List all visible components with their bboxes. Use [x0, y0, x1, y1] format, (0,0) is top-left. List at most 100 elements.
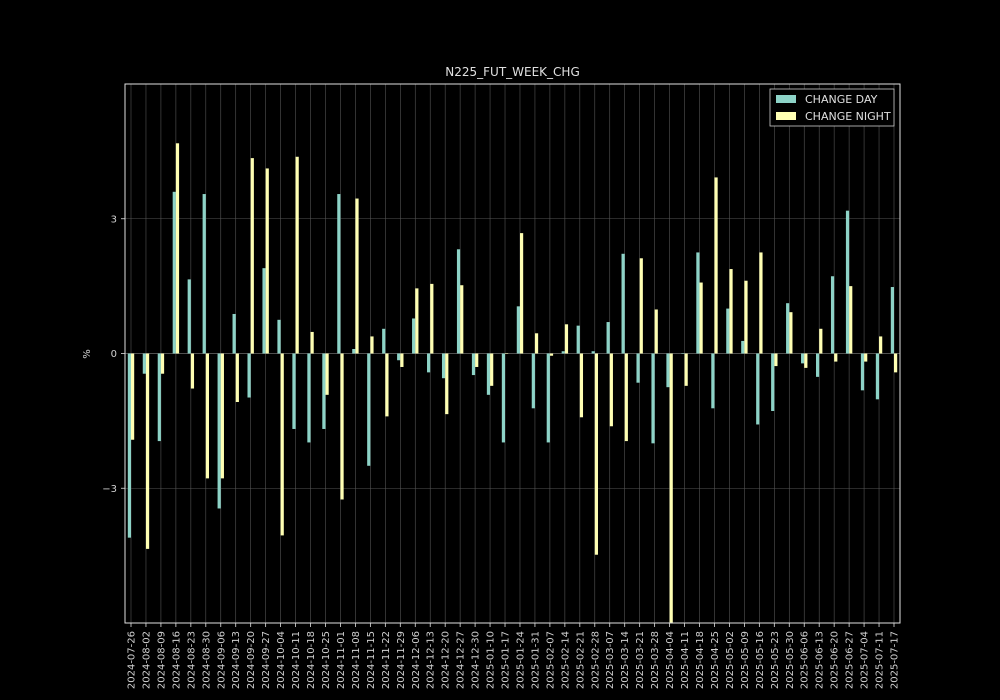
bar-change-day [456, 249, 461, 354]
x-tick-label: 2024-11-29 [396, 631, 407, 689]
bar-change-day [217, 353, 221, 509]
bar-change-night [430, 283, 434, 354]
bar-change-night [460, 285, 464, 354]
x-tick-label: 2024-07-26 [127, 631, 138, 689]
bar-change-day [531, 353, 535, 409]
bar-change-day [292, 353, 296, 429]
bar-change-day [142, 353, 146, 374]
bar-change-day [307, 353, 311, 443]
bar-change-day [441, 353, 446, 379]
bar-change-night [415, 288, 419, 354]
bar-change-day [412, 318, 416, 354]
x-tick-label: 2024-10-11 [291, 631, 302, 689]
y-tick-label: −3 [102, 484, 117, 495]
bar-change-night [834, 353, 838, 362]
bar-change-day [157, 353, 161, 442]
x-tick-label: 2025-02-07 [545, 631, 556, 689]
bar-change-night [340, 353, 344, 500]
bar-change-day [741, 340, 745, 354]
bar-change-day [666, 353, 670, 388]
bar-change-night [265, 168, 269, 354]
bar-change-day [636, 353, 640, 383]
x-tick-label: 2024-08-16 [171, 631, 182, 689]
y-axis-label: % [82, 349, 93, 359]
x-tick-label: 2025-07-04 [860, 631, 871, 689]
bar-change-night [639, 258, 643, 354]
bar-change-night [175, 143, 180, 354]
bar-change-day [516, 306, 520, 354]
x-tick-label: 2025-05-09 [740, 631, 751, 689]
x-tick-label: 2025-05-02 [725, 631, 736, 689]
x-tick-label: 2025-01-10 [486, 631, 497, 689]
bar-change-day [830, 276, 835, 354]
x-tick-label: 2024-12-20 [441, 631, 452, 689]
x-tick-label: 2025-03-14 [620, 631, 631, 689]
bar-change-day [322, 353, 326, 429]
x-tick-label: 2025-01-24 [515, 631, 526, 689]
y-tick-label: 3 [111, 214, 117, 225]
bar-change-night [370, 336, 374, 354]
x-tick-label: 2024-09-06 [216, 631, 227, 689]
x-tick-label: 2024-12-06 [411, 631, 422, 689]
bar-change-night [131, 353, 135, 440]
bar-change-night [774, 353, 778, 367]
bar-change-night [759, 252, 763, 354]
bar-change-night [205, 353, 210, 479]
bar-change-night [250, 158, 254, 354]
x-tick-label: 2025-04-25 [710, 631, 721, 689]
x-ticks: 2024-07-26 2024-08-02 2024-08-09 2024-08-16… [127, 623, 901, 689]
bars [127, 143, 898, 623]
bar-change-day [247, 353, 251, 398]
x-tick-label: 2025-06-27 [845, 631, 856, 689]
x-tick-label: 2024-11-08 [351, 631, 362, 689]
bar-change-night [669, 353, 673, 623]
bar-change-night [220, 353, 224, 479]
x-tick-label: 2025-06-13 [815, 631, 826, 689]
bar-change-day [382, 328, 386, 354]
x-tick-label: 2024-11-01 [336, 631, 347, 689]
bar-change-night [355, 198, 359, 354]
bar-change-night [295, 156, 299, 354]
bar-change-day [337, 194, 341, 354]
bar-change-day [890, 287, 894, 354]
bar-change-night [145, 353, 150, 549]
y-tick-label: 0 [111, 349, 117, 360]
x-tick-label: 2025-07-17 [890, 631, 901, 689]
legend-label-change-day: CHANGE DAY [805, 93, 878, 106]
bar-change-night [325, 353, 329, 395]
bar-change-day [427, 353, 431, 373]
bar-change-night [699, 282, 703, 354]
bar-change-day [696, 252, 700, 354]
bar-change-night [729, 269, 733, 354]
x-tick-label: 2025-03-07 [605, 631, 616, 689]
bar-change-night [849, 286, 853, 354]
bar-change-day [681, 353, 685, 354]
bar-change-night [879, 336, 883, 354]
x-tick-label: 2024-11-15 [366, 631, 377, 689]
bar-change-night [505, 353, 509, 354]
y-ticks: −3 0 3 [102, 214, 125, 495]
x-tick-label: 2025-04-04 [665, 631, 676, 689]
bar-change-day [860, 353, 865, 391]
legend-label-change-night: CHANGE NIGHT [805, 110, 891, 123]
x-tick-label: 2024-12-13 [426, 631, 437, 689]
bar-change-night [819, 328, 823, 354]
bar-change-day [202, 194, 206, 354]
x-tick-label: 2025-05-16 [755, 631, 766, 689]
bar-change-night [564, 324, 569, 354]
bar-change-day [352, 349, 356, 354]
bar-change-day [875, 353, 880, 400]
bar-change-day [501, 353, 506, 443]
bar-change-night [804, 353, 808, 368]
legend-swatch-change-night [776, 112, 796, 120]
bar-change-night [160, 353, 165, 374]
bar-change-night [400, 353, 404, 367]
x-tick-label: 2024-08-09 [156, 631, 167, 689]
bar-change-day [845, 210, 850, 354]
bar-change-day [576, 325, 580, 354]
bar-change-day [232, 313, 236, 354]
bar-change-day [606, 322, 610, 354]
x-tick-label: 2025-05-23 [770, 631, 781, 689]
bar-change-night [519, 233, 524, 354]
